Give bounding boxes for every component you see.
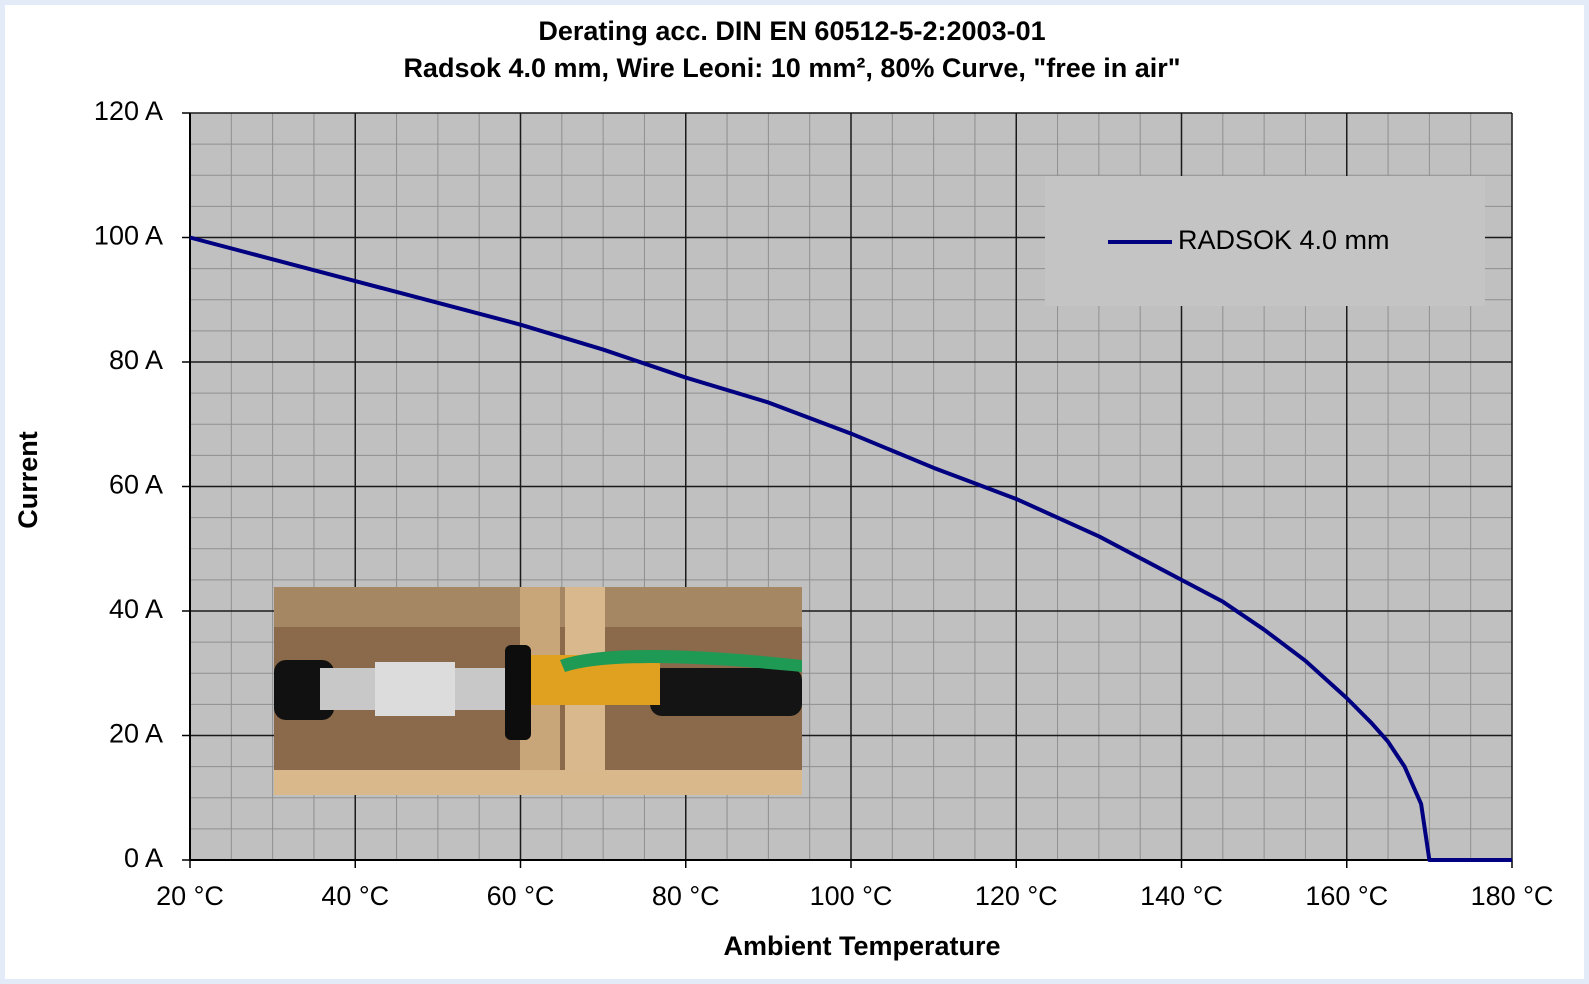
photo-cable <box>650 668 802 716</box>
x-tick-label: 80 °C <box>652 881 720 911</box>
x-tick-label: 140 °C <box>1140 881 1223 911</box>
x-tick-label: 20 °C <box>156 881 224 911</box>
chart-subtitle: Radsok 4.0 mm, Wire Leoni: 10 mm², 80% C… <box>403 53 1180 83</box>
y-tick-label: 60 A <box>109 470 163 500</box>
photo-wood <box>274 770 802 795</box>
chart-title: Derating acc. DIN EN 60512-5-2:2003-01 <box>538 16 1045 46</box>
x-tick-label: 100 °C <box>810 881 893 911</box>
legend-label: RADSOK 4.0 mm <box>1178 225 1390 255</box>
y-axis-label: Current <box>13 431 43 529</box>
inset-photo <box>274 587 802 795</box>
x-tick-label: 60 °C <box>487 881 555 911</box>
x-tick-label: 160 °C <box>1305 881 1388 911</box>
photo-tie <box>505 645 531 740</box>
x-tick-label: 120 °C <box>975 881 1058 911</box>
photo-cable <box>274 660 334 720</box>
x-axis-label: Ambient Temperature <box>723 931 1000 961</box>
y-tick-label: 40 A <box>109 594 163 624</box>
y-tick-label: 80 A <box>109 345 163 375</box>
x-tick-label: 40 °C <box>321 881 389 911</box>
photo-wire <box>560 650 802 672</box>
x-tick-label: 180 °C <box>1471 881 1554 911</box>
y-tick-label: 120 A <box>94 96 163 126</box>
data-line <box>189 235 1512 862</box>
y-tick-label: 20 A <box>109 719 163 749</box>
legend: RADSOK 4.0 mm <box>1045 176 1485 306</box>
photo-connector <box>375 662 455 716</box>
y-tick-label: 100 A <box>94 221 163 251</box>
y-tick-label: 0 A <box>124 843 163 873</box>
